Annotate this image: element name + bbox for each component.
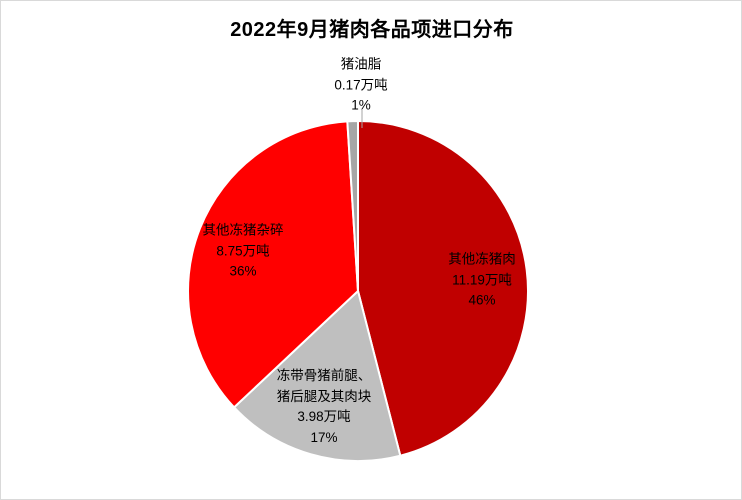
pie-slice-other-frozen-pig-offal bbox=[187, 120, 360, 409]
chart-title: 2022年9月猪肉各品项进口分布 bbox=[230, 19, 514, 41]
pie-slice-pork-fat bbox=[346, 119, 359, 292]
pie-slice-other-frozen-pork bbox=[357, 119, 530, 457]
pie-slice-frozen-bone-in-front-hind-legs bbox=[232, 289, 402, 462]
